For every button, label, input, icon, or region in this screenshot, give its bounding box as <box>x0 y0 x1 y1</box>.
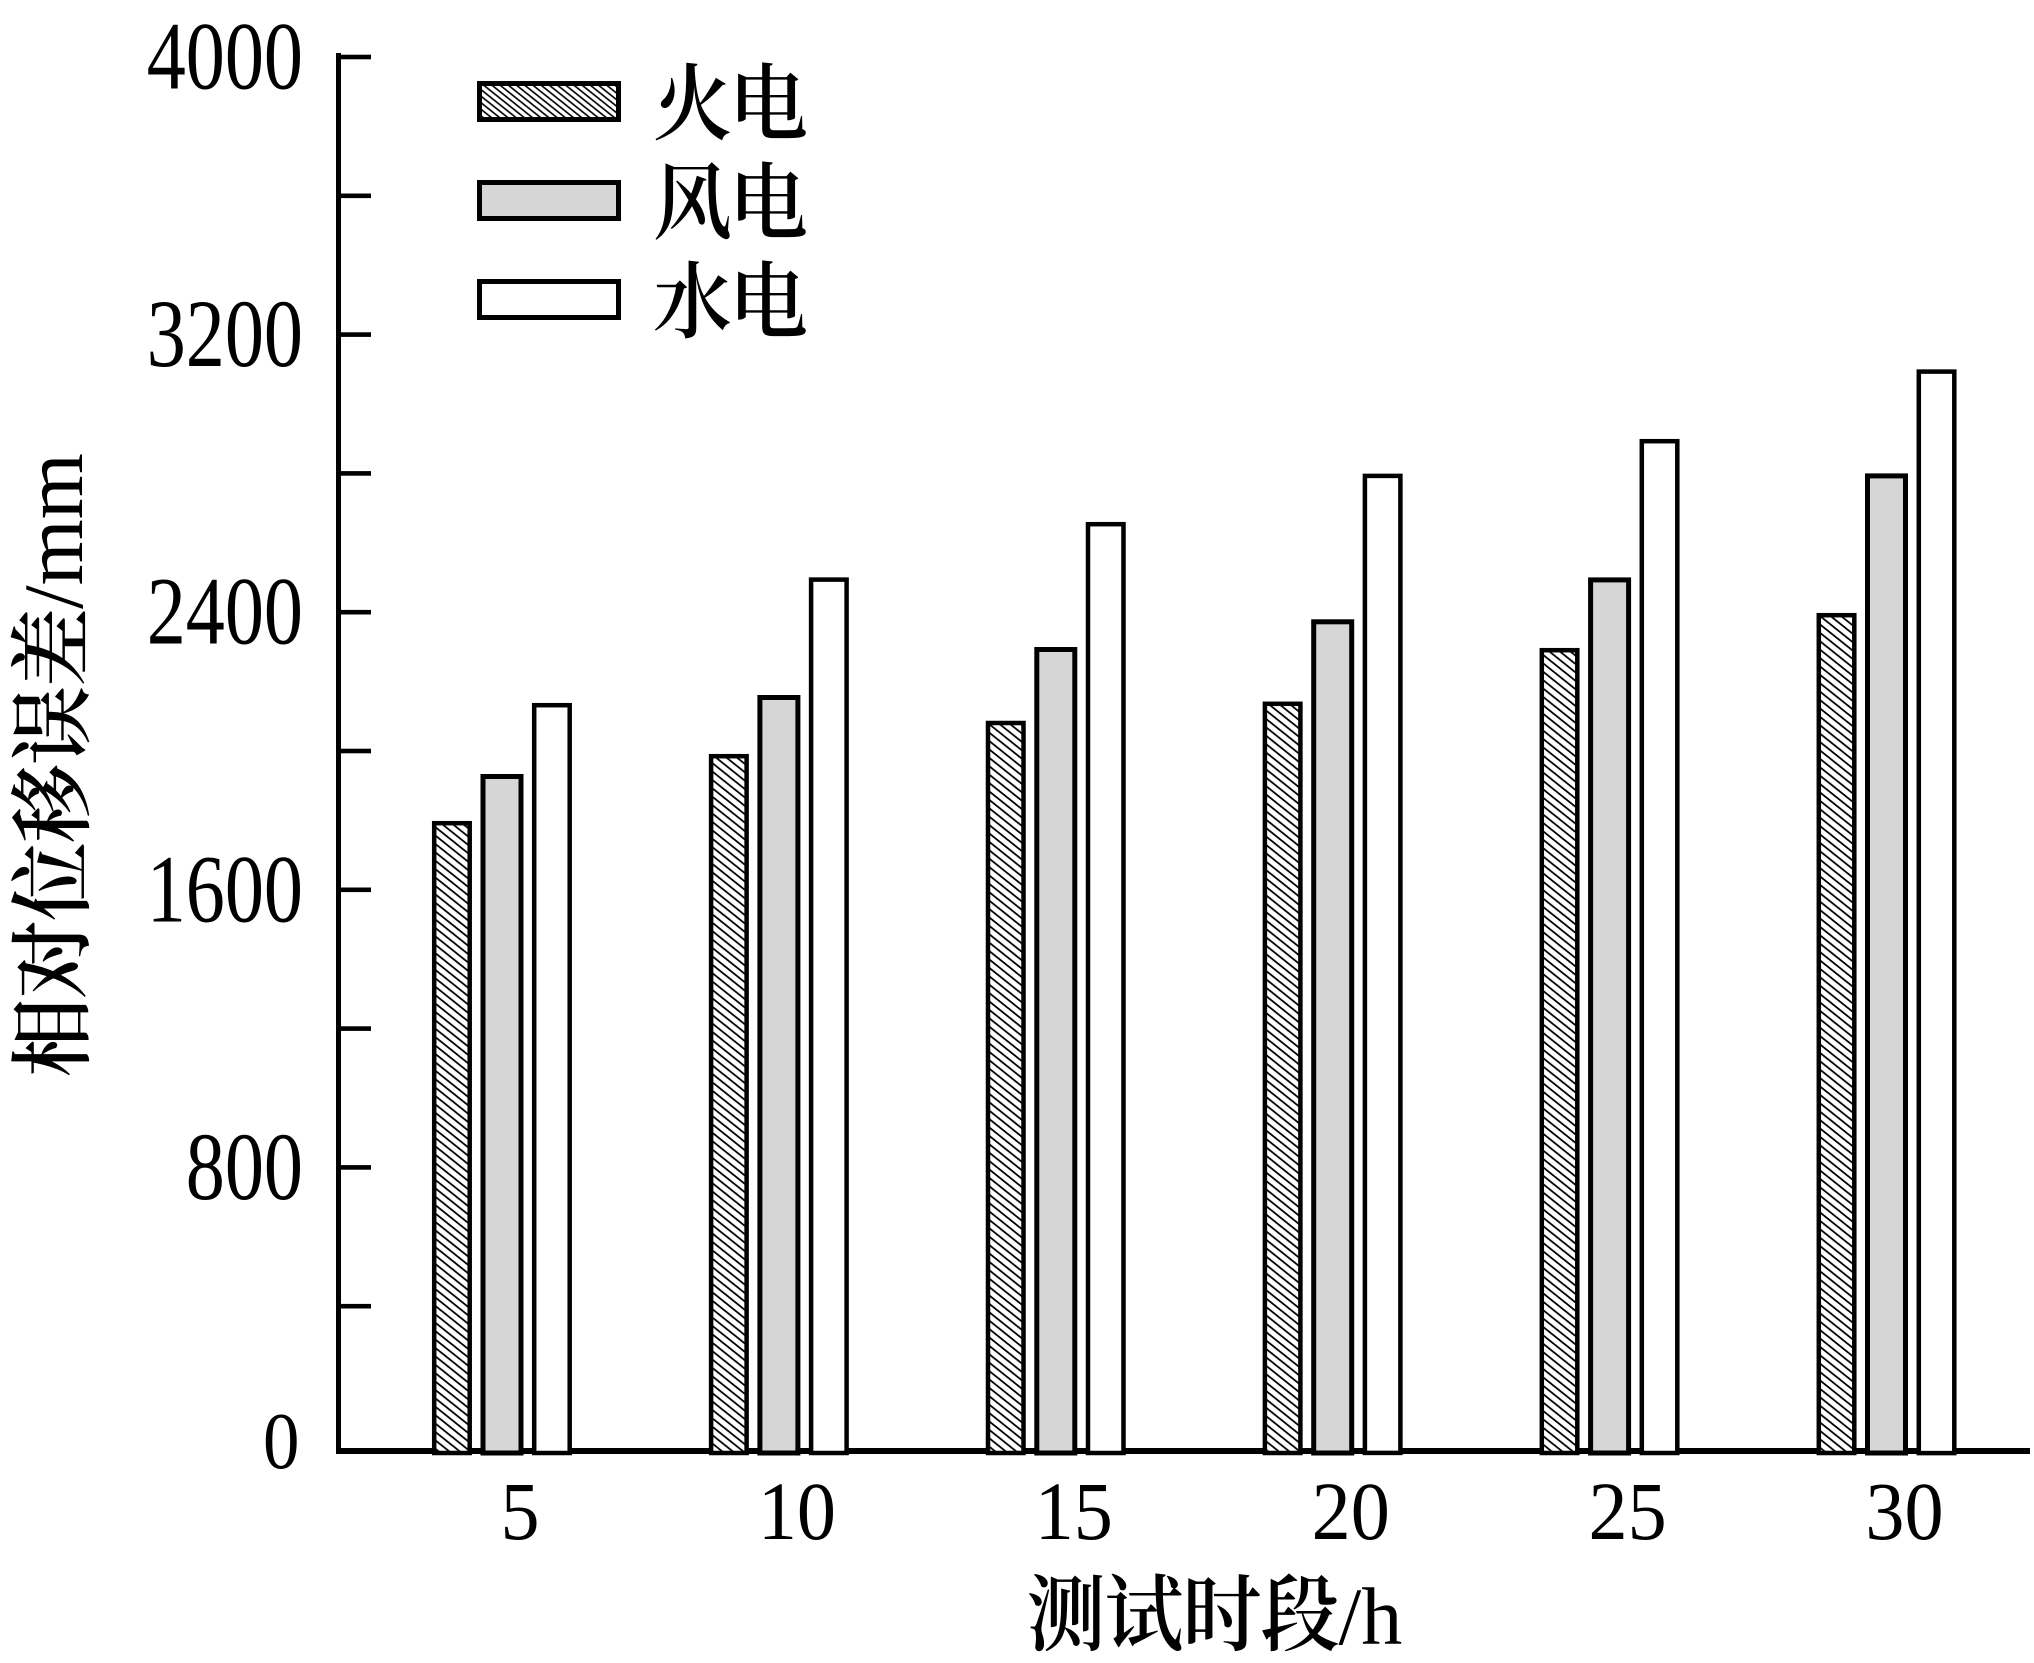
svg-text:25: 25 <box>1589 1466 1667 1558</box>
svg-text:800: 800 <box>186 1113 303 1220</box>
svg-text:2400: 2400 <box>147 558 303 665</box>
svg-text:15: 15 <box>1035 1466 1113 1558</box>
svg-text:0: 0 <box>263 1395 299 1485</box>
svg-text:20: 20 <box>1312 1466 1390 1558</box>
svg-text:/h: /h <box>1339 1571 1403 1662</box>
svg-text:/mm: /mm <box>7 453 101 609</box>
svg-text:3200: 3200 <box>147 280 303 387</box>
svg-text:10: 10 <box>758 1466 836 1558</box>
svg-text:30: 30 <box>1865 1466 1943 1558</box>
svg-text:1600: 1600 <box>147 836 303 943</box>
svg-text:4000: 4000 <box>147 3 303 110</box>
svg-text:5: 5 <box>500 1466 539 1558</box>
